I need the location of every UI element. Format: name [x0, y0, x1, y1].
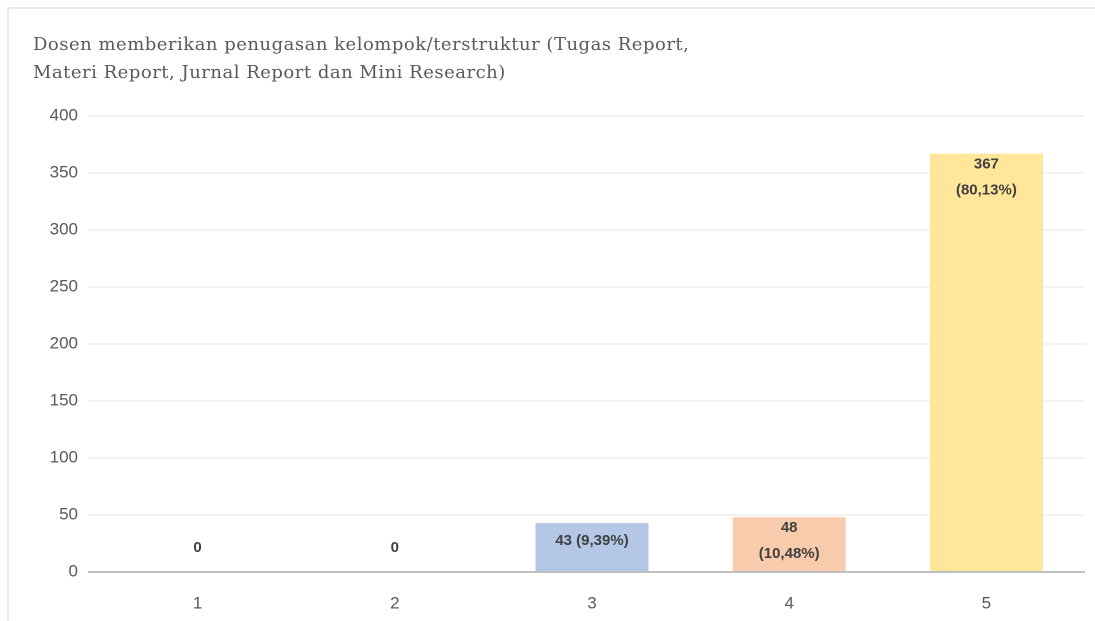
- x-tick-label: 1: [193, 593, 202, 612]
- y-tick-label: 0: [69, 561, 78, 580]
- y-tick-label: 50: [59, 504, 78, 523]
- bar: [535, 522, 649, 572]
- chart-title: Materi Report, Jurnal Report dan Mini Re…: [33, 62, 506, 83]
- y-tick-label: 250: [50, 276, 78, 295]
- data-label: 48 (10,48%): [759, 519, 820, 562]
- bar: [732, 517, 846, 572]
- data-label: 43 (9,39%): [555, 532, 628, 549]
- data-label: 0: [193, 539, 201, 556]
- x-tick-label: 3: [587, 593, 596, 612]
- y-tick-label: 400: [50, 105, 78, 124]
- y-tick-label: 100: [50, 447, 78, 466]
- data-label: 367 (80,13%): [956, 156, 1017, 199]
- y-tick-label: 350: [50, 162, 78, 181]
- x-tick-label: 5: [982, 593, 991, 612]
- x-tick-label: 4: [784, 593, 793, 612]
- x-tick-label: 2: [390, 593, 399, 612]
- chart-border: [7, 7, 1095, 621]
- y-tick-label: 150: [50, 390, 78, 409]
- y-tick-label: 200: [50, 333, 78, 352]
- chart-title: Dosen memberikan penugasan kelompok/ters…: [33, 34, 689, 55]
- bar: [929, 153, 1043, 572]
- y-tick-label: 300: [50, 219, 78, 238]
- data-label: 0: [391, 539, 399, 556]
